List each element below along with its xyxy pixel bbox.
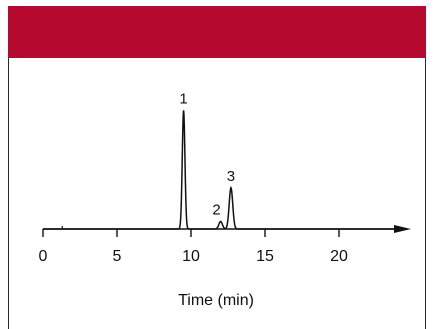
x-axis-title: Time (min) (178, 292, 254, 309)
x-axis-arrowhead (394, 225, 411, 233)
x-axis-ticks: 0 5 10 15 20 (39, 226, 348, 265)
chromatogram-trace (43, 110, 396, 230)
chart-panel (8, 58, 426, 329)
x-tick-label-5: 5 (113, 248, 122, 265)
peak-labels: 1 23 (179, 90, 235, 218)
x-tick-label-10: 10 (182, 248, 200, 265)
x-tick-label-0: 0 (39, 248, 48, 265)
peak-label-2: 2 (212, 202, 220, 219)
peak-label-1: 1 (179, 90, 187, 107)
peak-label-3: 3 (227, 168, 235, 185)
x-tick-label-15: 15 (256, 248, 274, 265)
x-tick-label-20: 20 (330, 248, 348, 265)
header-bar (8, 6, 426, 58)
